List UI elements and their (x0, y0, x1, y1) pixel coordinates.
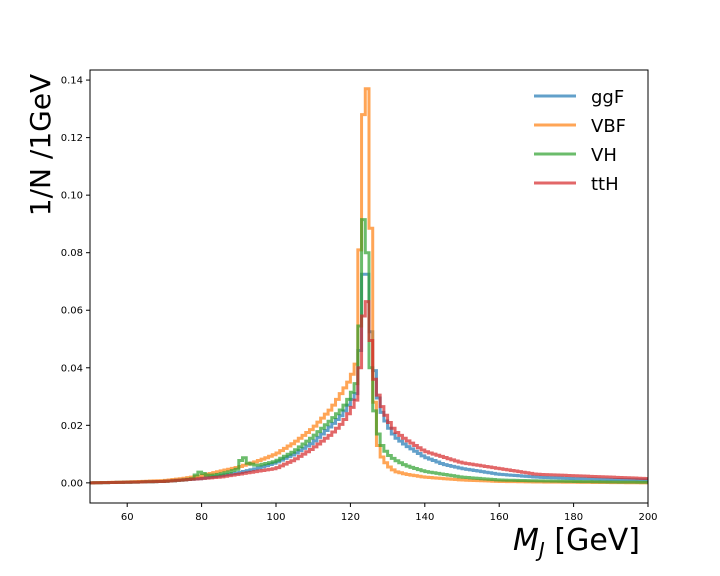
legend-label-tth: ttH (591, 174, 619, 195)
x-tick-label: 120 (341, 512, 360, 523)
x-axis-label: MJ [GeV] (513, 523, 640, 562)
legend-label-vh: VH (591, 145, 617, 166)
x-tick-label: 140 (415, 512, 434, 523)
y-axis-ticks: 0.00 0.02 0.04 0.06 0.08 0.10 0.12 0.14 (61, 76, 90, 489)
x-tick-label: 80 (195, 512, 208, 523)
plot-frame (89, 69, 649, 504)
x-tick-label: 60 (121, 512, 134, 523)
y-tick-label: 0.04 (61, 363, 83, 374)
legend-label-ggf: ggF (591, 87, 624, 108)
series-line-tth (90, 300, 648, 485)
legend: ggF VBF VH ttH (534, 87, 626, 195)
y-tick-label: 0.14 (61, 76, 83, 87)
x-tick-label: 200 (638, 512, 657, 523)
y-tick-label: 0.10 (61, 191, 83, 202)
x-axis-ticks: 60 80 100 120 140 160 180 200 (121, 503, 658, 523)
x-axis-label-subscript: J (535, 538, 545, 562)
x-tick-label: 180 (564, 512, 583, 523)
x-tick-label: 100 (266, 512, 285, 523)
y-tick-label: 0.08 (61, 248, 83, 259)
y-tick-label: 0.06 (61, 306, 83, 317)
y-tick-label: 0.00 (61, 478, 83, 489)
y-axis-label: 1/N /1GeV (24, 74, 57, 216)
x-axis-label-unit: [GeV] (545, 523, 640, 558)
x-axis-label-main: M (513, 523, 539, 558)
legend-label-vbf: VBF (591, 116, 626, 137)
x-tick-label: 160 (490, 512, 509, 523)
y-tick-label: 0.12 (61, 133, 83, 144)
y-tick-label: 0.02 (61, 421, 83, 432)
